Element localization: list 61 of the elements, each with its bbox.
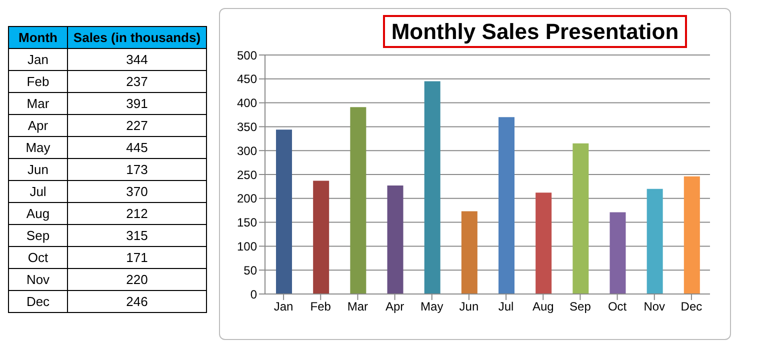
- y-tick-label: 0: [250, 287, 258, 302]
- x-tick-label: Sep: [570, 300, 592, 314]
- x-tick-label: Nov: [644, 300, 666, 314]
- bar: [646, 188, 663, 294]
- bar: [387, 185, 404, 294]
- text: 220: [68, 268, 206, 290]
- bar: [461, 211, 478, 294]
- y-tick-label: 200: [236, 192, 258, 206]
- text: 344: [68, 48, 206, 70]
- y-tick-label: 400: [236, 96, 258, 110]
- y-tick-label: 500: [236, 48, 258, 62]
- text: Jul: [8, 180, 68, 202]
- bar: [424, 81, 440, 294]
- chart-title: Monthly Sales Presentation: [383, 15, 687, 48]
- bar: [313, 180, 330, 294]
- text: Jun: [8, 158, 68, 180]
- text: Nov: [8, 268, 68, 290]
- y-tick-label: 250: [236, 168, 258, 182]
- text: Aug: [8, 202, 68, 224]
- text: Oct: [8, 246, 68, 268]
- bar: [350, 107, 366, 294]
- y-tick-label: 50: [244, 263, 258, 278]
- text: 171: [68, 246, 206, 268]
- text: 246: [68, 290, 206, 312]
- y-tick-label: 450: [236, 72, 258, 86]
- y-tick-label: 100: [236, 239, 258, 254]
- y-tick-label: 350: [236, 120, 258, 134]
- x-tick-label: Oct: [608, 300, 628, 314]
- x-tick-label: Jan: [274, 300, 294, 314]
- text: 315: [68, 224, 206, 246]
- y-tick-label: 150: [236, 216, 258, 230]
- x-tick-label: Jun: [459, 300, 479, 314]
- bar: [536, 192, 552, 294]
- text: Sales (in thousands): [68, 26, 206, 48]
- text: 173: [68, 158, 206, 180]
- bar: [276, 130, 292, 294]
- text: Mar: [8, 92, 68, 114]
- x-tick-label: May: [420, 300, 444, 314]
- x-tick-label: Aug: [532, 300, 554, 314]
- text: Feb: [8, 70, 68, 92]
- bar: [684, 176, 700, 294]
- text: 370: [68, 180, 206, 202]
- x-tick-label: Mar: [347, 300, 368, 314]
- x-tick-label: Jul: [498, 300, 514, 314]
- y-tick-label: 300: [236, 144, 258, 158]
- x-tick-label: Apr: [385, 300, 404, 314]
- text: May: [8, 136, 68, 158]
- text: Month: [8, 26, 68, 48]
- text: Sep: [8, 224, 68, 246]
- bar: [498, 117, 514, 294]
- x-tick-label: Dec: [680, 300, 702, 314]
- text: 391: [68, 92, 206, 114]
- bar: [572, 143, 589, 294]
- x-tick-label: Feb: [310, 300, 332, 314]
- text: 237: [68, 70, 206, 92]
- text: 212: [68, 202, 206, 224]
- text: Apr: [8, 114, 68, 136]
- text: 445: [68, 136, 206, 158]
- bar: [610, 212, 626, 294]
- text: 227: [68, 114, 206, 136]
- text: Jan: [8, 48, 68, 70]
